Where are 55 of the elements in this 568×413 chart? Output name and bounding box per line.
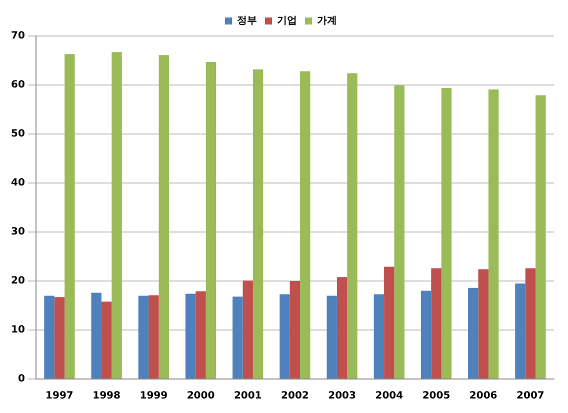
bar [91, 292, 102, 378]
bar [44, 296, 54, 378]
x-tick-label: 2005 [422, 390, 450, 402]
y-tick-label: 20 [10, 276, 25, 287]
bar [232, 296, 243, 378]
bar [158, 55, 169, 378]
legend-label: 가계 [317, 16, 337, 27]
x-tick-label: 2003 [328, 390, 356, 402]
bar [441, 88, 452, 378]
bar [394, 85, 404, 378]
bar [336, 277, 348, 378]
bar [420, 290, 432, 378]
y-tick-label: 10 [10, 324, 25, 336]
bar [384, 266, 394, 378]
y-tick-label: 30 [10, 226, 25, 238]
y-tick-label: 40 [10, 178, 25, 189]
bar [138, 296, 149, 378]
bar [374, 294, 384, 378]
x-tick-label: 2006 [469, 390, 498, 402]
x-tick-label: 1997 [46, 390, 74, 402]
bar [536, 95, 546, 378]
bar [525, 268, 536, 378]
bar [196, 291, 206, 378]
bar [185, 294, 196, 378]
y-tick-label: 0 [18, 374, 25, 385]
bar [478, 269, 488, 378]
bar [431, 268, 442, 378]
x-tick-label: 1999 [140, 390, 168, 402]
x-tick-label: 2001 [234, 390, 262, 402]
bar [347, 73, 358, 378]
x-tick-label: 2000 [186, 390, 215, 402]
y-tick-label: 70 [10, 30, 25, 42]
bar [300, 71, 310, 378]
y-tick-label: 50 [10, 128, 25, 140]
bar [54, 297, 65, 378]
bar [206, 62, 216, 378]
bar [280, 294, 290, 378]
bar [468, 288, 478, 378]
bar [488, 89, 499, 378]
bar [242, 280, 253, 378]
bar [252, 69, 264, 378]
x-tick-label: 2007 [516, 390, 544, 402]
bar [148, 295, 159, 378]
x-tick-label: 1998 [92, 390, 121, 402]
bar [64, 54, 75, 378]
x-tick-label: 2002 [281, 390, 309, 402]
bar [101, 302, 112, 378]
bar [290, 281, 300, 378]
bar [515, 283, 526, 378]
bar [112, 52, 122, 378]
bar [326, 296, 337, 378]
x-tick-label: 2004 [375, 390, 404, 402]
legend-label: 기업 [277, 16, 297, 27]
legend-label: 정부 [237, 16, 257, 27]
y-tick-label: 60 [10, 80, 25, 91]
